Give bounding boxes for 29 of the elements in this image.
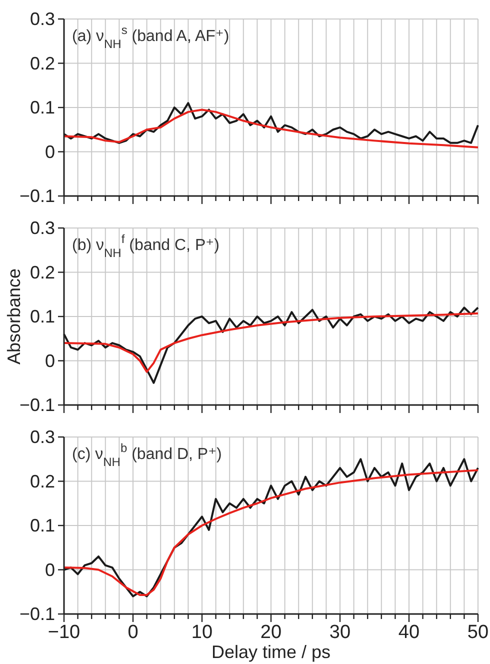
y-tick-label: 0.1 — [30, 306, 55, 326]
text: (a) ν$_{NH}$$^{s}$ (band A, AF⁺) — [72, 23, 230, 51]
y-tick-label: 0.3 — [30, 218, 55, 238]
x-axis-title: Delay time / ps — [211, 642, 331, 662]
x-tick-label: 10 — [191, 622, 213, 643]
y-tick-label: 0.1 — [30, 98, 55, 118]
text: (b) ν$_{NH}$$^{f}$ (band C, P⁺) — [72, 232, 220, 260]
text: (c) ν$_{NH}$$^{b}$ (band D, P⁺) — [72, 441, 222, 469]
y-tick-label: 0.1 — [30, 516, 55, 536]
y-tick-label: −0.1 — [19, 186, 55, 206]
x-tick-label: 50 — [467, 622, 489, 643]
y-tick-label: 0.2 — [30, 262, 55, 282]
x-tick-label: 40 — [398, 622, 420, 643]
line-series — [63, 108, 479, 148]
y-tick-label: 0.3 — [30, 9, 55, 29]
y-tick-label: 0.3 — [30, 427, 55, 447]
y-axis-title: Absorbance — [4, 268, 24, 365]
line-series — [63, 312, 479, 373]
x-tick-label: 20 — [260, 622, 282, 643]
x-tick-label: 30 — [329, 622, 351, 643]
y-tick-label: 0 — [44, 560, 55, 580]
y-tick-label: 0 — [44, 142, 55, 162]
y-tick-label: 0.2 — [30, 53, 55, 74]
x-tick-label: 0 — [128, 622, 138, 643]
y-tick-label: −0.1 — [19, 395, 55, 415]
y-tick-label: 0.2 — [30, 471, 55, 492]
y-tick-label: −0.1 — [19, 604, 55, 624]
x-tick-label: −10 — [48, 622, 80, 643]
y-tick-label: 0 — [44, 350, 55, 371]
